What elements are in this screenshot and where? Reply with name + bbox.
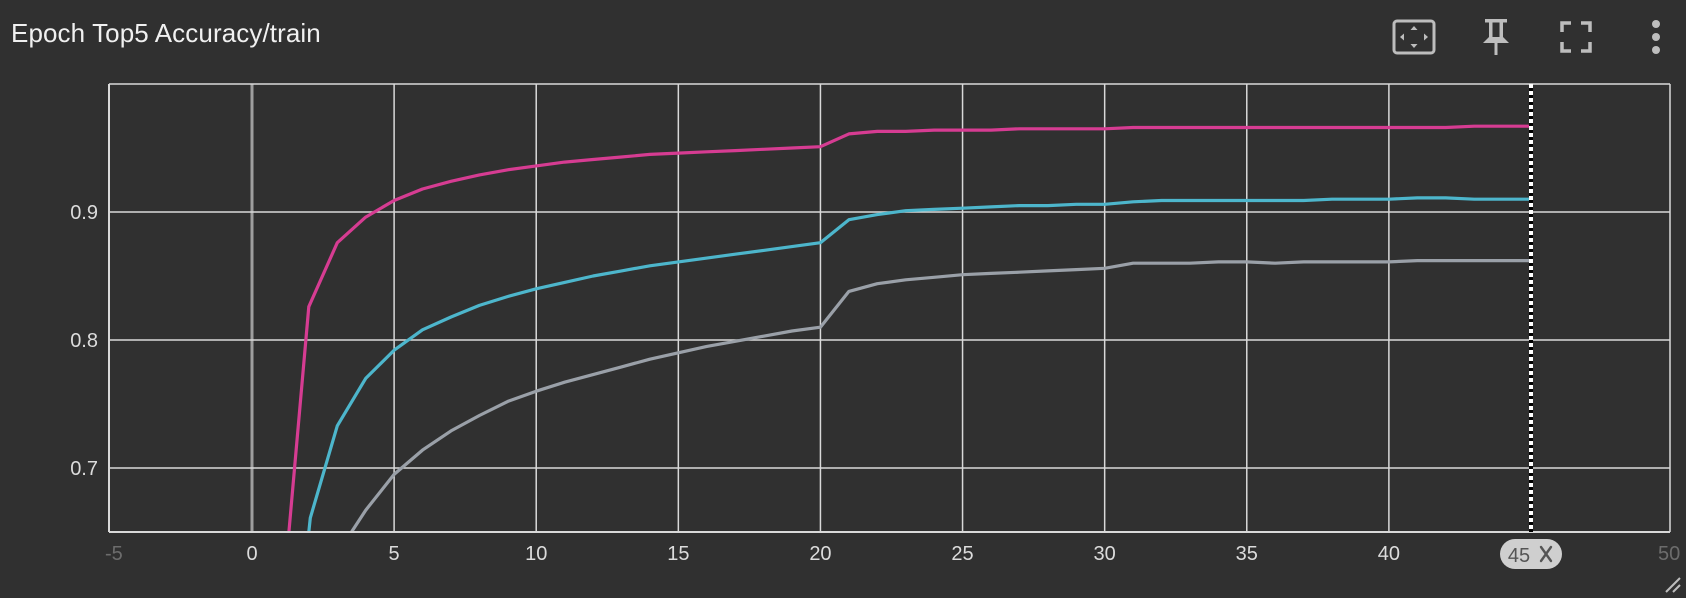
fit-domain-button[interactable] <box>1391 14 1437 60</box>
resize-handle-icon[interactable] <box>1664 576 1682 594</box>
x-tick-label: 50 <box>1658 543 1680 565</box>
grid <box>109 84 1670 532</box>
cursor-badge-label: 45 <box>1508 545 1530 567</box>
pin-icon <box>1483 19 1509 55</box>
cursor-badge[interactable] <box>1500 539 1562 569</box>
series-line-2 <box>307 196 1533 532</box>
fullscreen-icon <box>1560 21 1592 53</box>
x-tick-label: 20 <box>809 543 831 565</box>
x-tick-label: 30 <box>1094 543 1116 565</box>
pin-button[interactable] <box>1473 14 1519 60</box>
x-tick-label: 10 <box>525 543 547 565</box>
x-tick-label: -5 <box>105 543 123 565</box>
fullscreen-button[interactable] <box>1553 14 1599 60</box>
more-vert-icon <box>1652 20 1660 54</box>
series-line-1 <box>287 124 1533 532</box>
card-header: Epoch Top5 Accuracy/train <box>0 0 1686 76</box>
y-tick-label: 0.9 <box>70 202 98 224</box>
cursor[interactable]: 45 <box>1500 84 1562 569</box>
series-line-3 <box>349 259 1533 532</box>
more-menu-button[interactable] <box>1633 14 1679 60</box>
y-tick-label: 0.7 <box>70 458 98 480</box>
fit-domain-icon <box>1392 19 1436 55</box>
x-tick-label: 25 <box>951 543 973 565</box>
axes <box>108 83 1671 533</box>
close-icon[interactable] <box>1539 545 1553 563</box>
tick-labels: -5 0 5 10 15 20 25 30 35 40 50 0.7 0.8 0.9 <box>70 202 1680 565</box>
x-tick-label: 40 <box>1378 543 1400 565</box>
y-tick-label: 0.8 <box>70 330 98 352</box>
series-lines <box>287 124 1533 532</box>
x-tick-label: 35 <box>1236 543 1258 565</box>
x-tick-label: 0 <box>246 543 257 565</box>
chart-title: Epoch Top5 Accuracy/train <box>11 18 321 48</box>
x-tick-label: 15 <box>667 543 689 565</box>
x-tick-label: 5 <box>389 543 400 565</box>
